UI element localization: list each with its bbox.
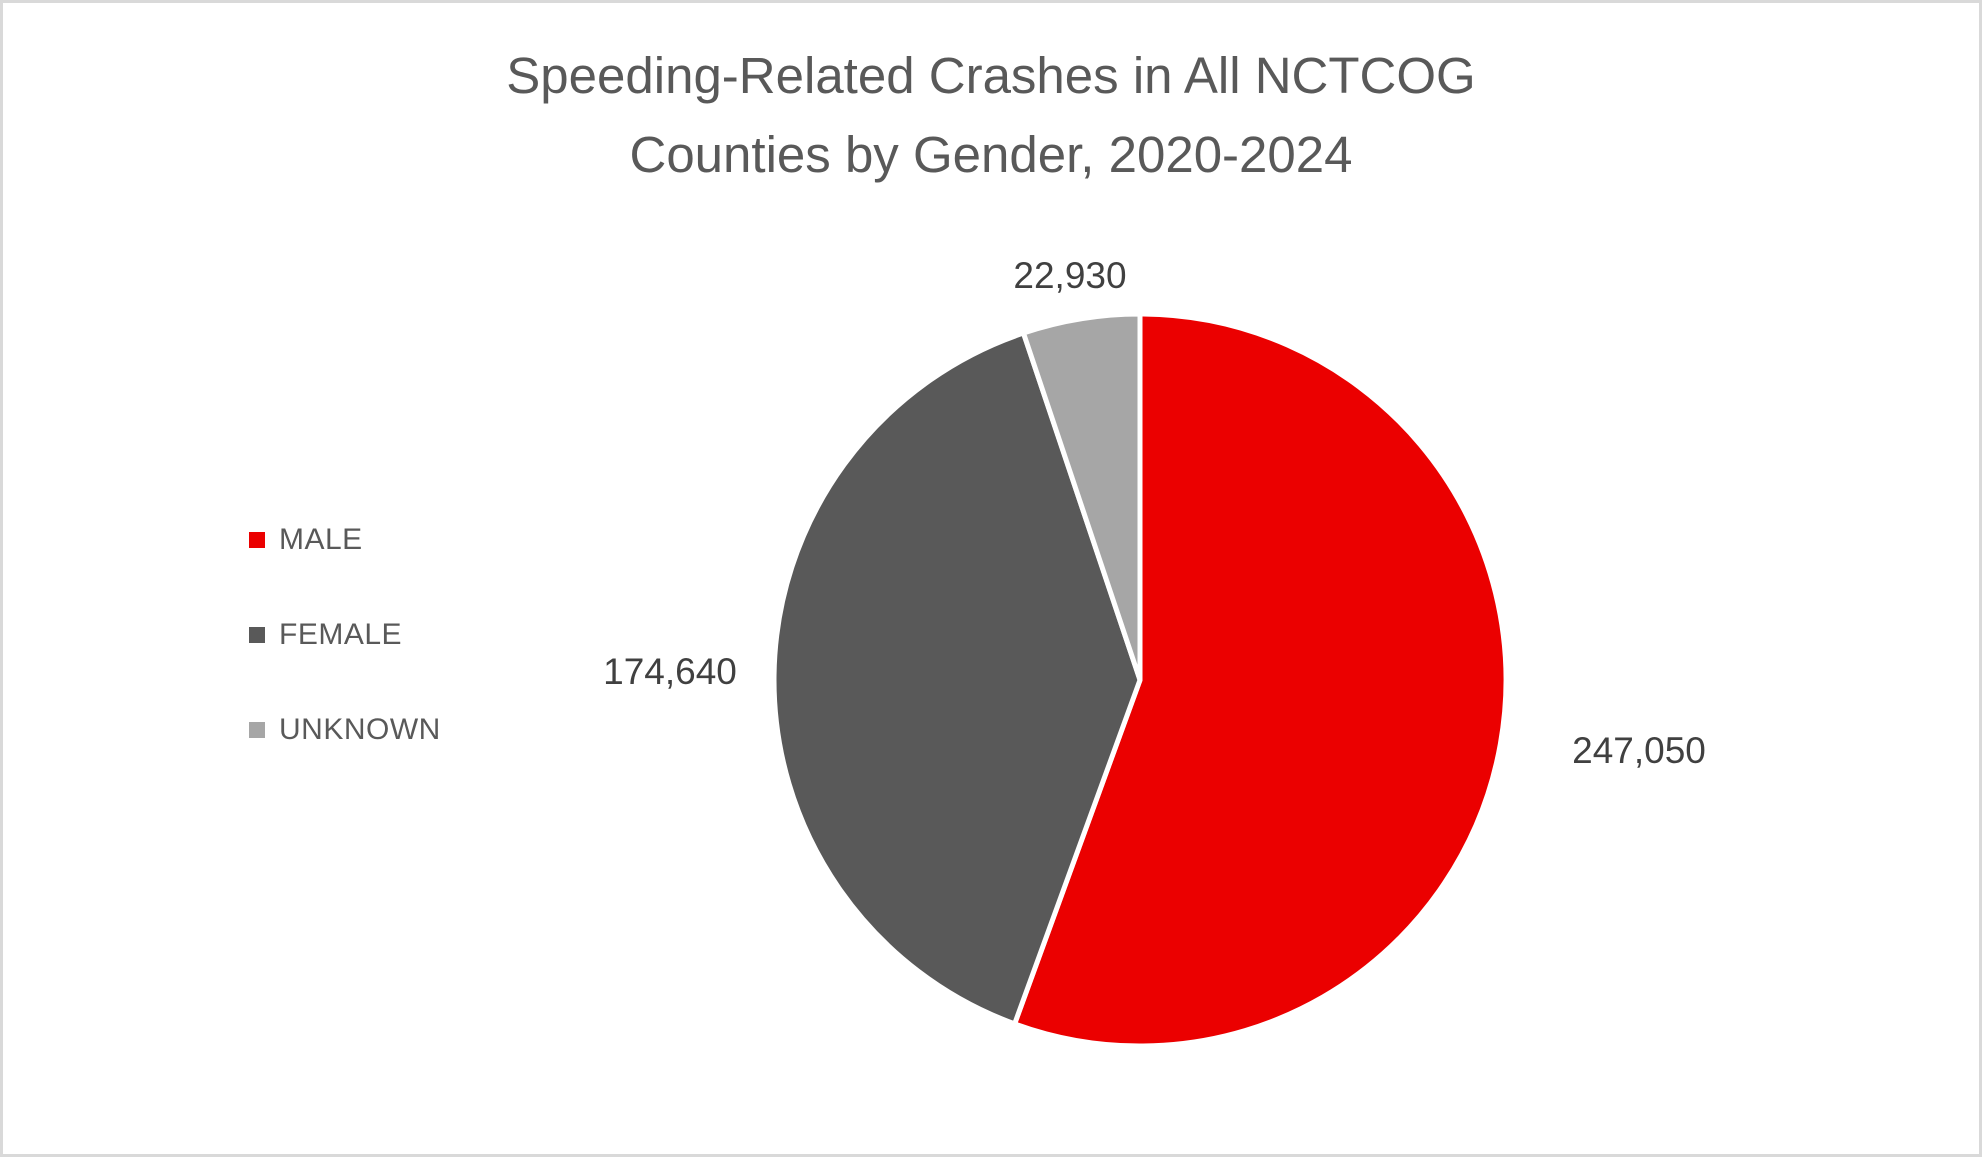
female-color-swatch-icon <box>249 627 265 643</box>
pie-slice-unknown <box>1020 311 1143 683</box>
male-color-swatch-icon <box>249 532 265 548</box>
unknown-color-swatch-icon <box>249 722 265 738</box>
legend-item-male: MALE <box>249 522 441 558</box>
data-label-female: 174,640 <box>603 651 737 692</box>
legend-label-unknown: UNKNOWN <box>279 713 441 746</box>
chart-title-line-1: Speeding-Related Crashes in All NCTCOG <box>506 47 1476 104</box>
pie-chart <box>771 311 1509 1049</box>
legend-label-male: MALE <box>279 523 363 556</box>
pie-slice-female <box>771 330 1143 1027</box>
data-label-male: 247,050 <box>1572 730 1706 771</box>
chart-title: Speeding-Related Crashes in All NCTCOG C… <box>3 36 1979 194</box>
chart-title-line-2: Counties by Gender, 2020-2024 <box>629 126 1353 183</box>
legend-item-female: FEMALE <box>249 617 441 653</box>
legend-item-unknown: UNKNOWN <box>249 712 441 748</box>
data-label-unknown: 22,930 <box>1013 255 1127 296</box>
legend: MALE FEMALE UNKNOWN <box>249 522 441 748</box>
pie-slice-male <box>1012 311 1509 1049</box>
legend-label-female: FEMALE <box>279 618 403 651</box>
